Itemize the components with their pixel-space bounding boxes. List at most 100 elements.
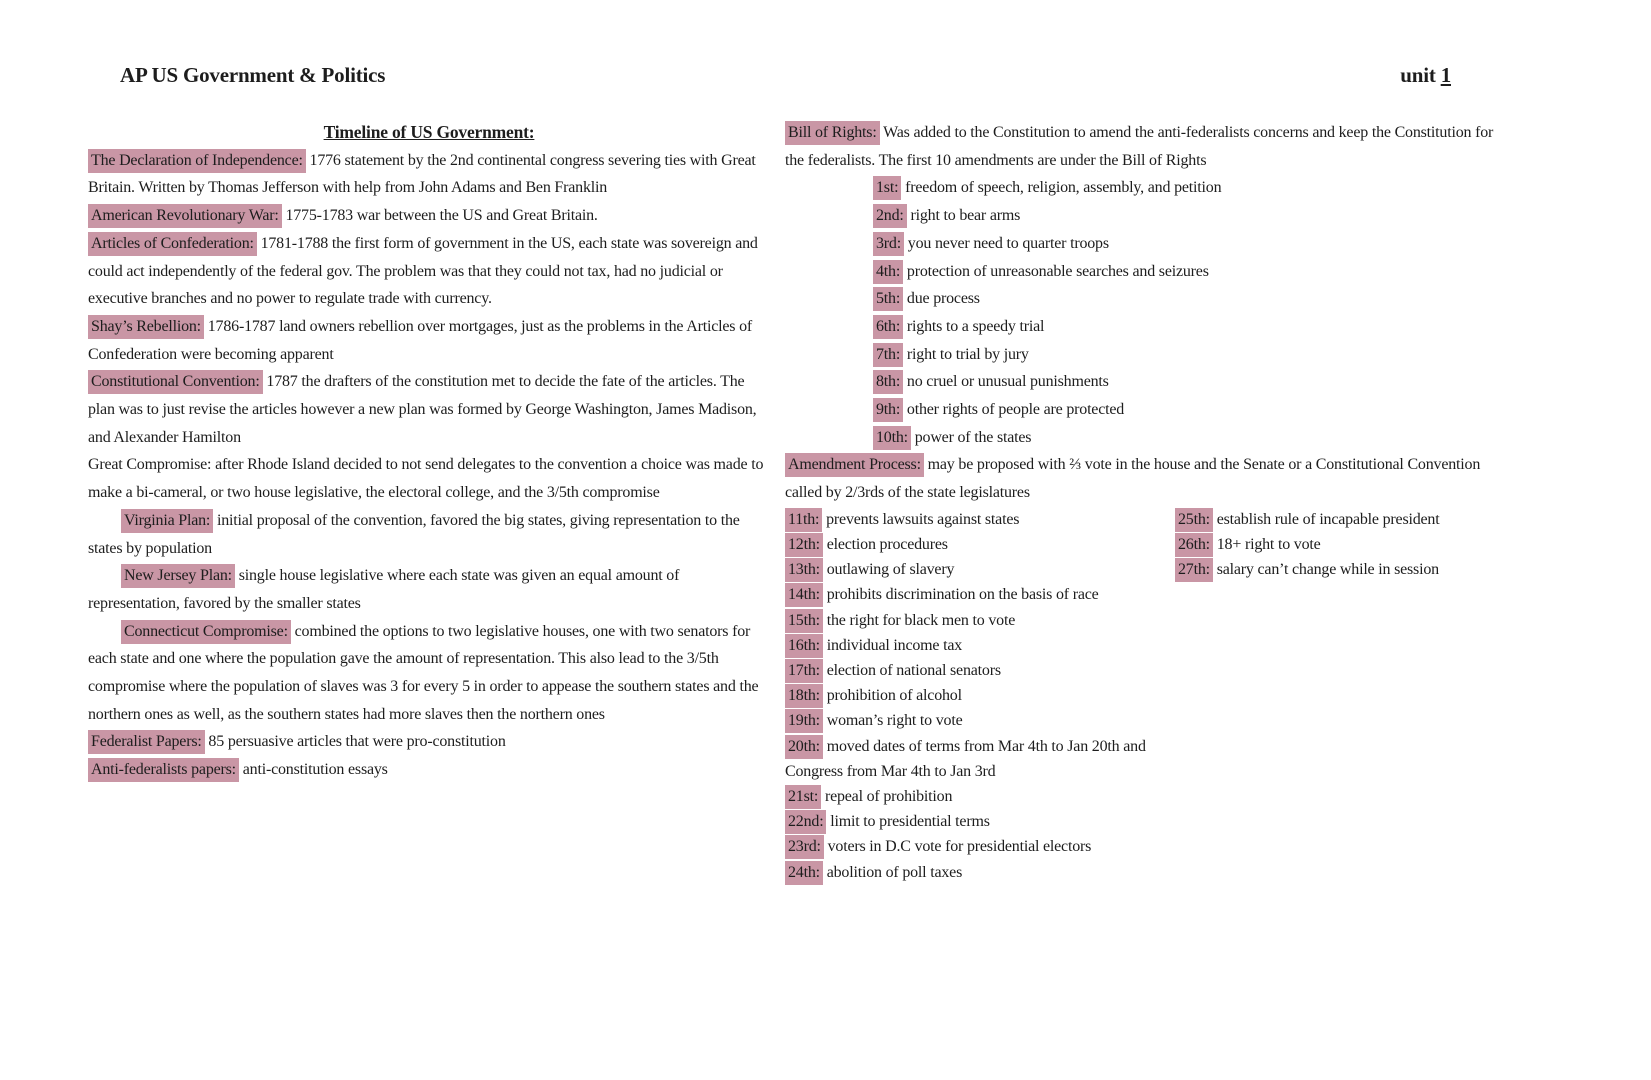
term-highlight: 1st: xyxy=(873,176,902,201)
entry-text: anti-constitution essays xyxy=(242,761,388,779)
bill-amendment-row: 4th: protection of unreasonable searches… xyxy=(785,258,1499,286)
bill-amendment-row: 2nd: right to bear arms xyxy=(785,202,1499,230)
entry-text: combined the options to two legislative … xyxy=(88,622,759,723)
term-highlight: Shay’s Rebellion: xyxy=(88,314,204,339)
amendment-row: 21st: repeal of prohibition xyxy=(785,784,1175,810)
entry-text: 1787 the drafters of the constitution me… xyxy=(88,373,757,446)
entry-text: voters in D.C vote for presidential elec… xyxy=(827,838,1092,856)
term-highlight: 2nd: xyxy=(873,204,907,229)
amendment-row: 11th: prevents lawsuits against states xyxy=(785,507,1175,532)
term-highlight: New Jersey Plan: xyxy=(121,564,235,589)
timeline-entry: Articles of Confederation: 1781-1788 the… xyxy=(88,230,770,313)
term-highlight: 23rd: xyxy=(785,835,824,860)
amendment-row: 14th: prohibits discrimination on the ba… xyxy=(785,582,1175,608)
timeline-entry: The Declaration of Independence: 1776 st… xyxy=(88,147,770,202)
amendment-row: 25th: establish rule of incapable presid… xyxy=(1175,507,1499,532)
entry-text: the right for black men to vote xyxy=(826,611,1016,629)
unit-prefix: unit xyxy=(1400,63,1436,87)
term-highlight: 18th: xyxy=(785,684,823,709)
term-highlight: 10th: xyxy=(873,425,911,450)
entry-text: prohibits discrimination on the basis of… xyxy=(826,586,1099,604)
timeline-entry: Great Compromise: after Rhode Island dec… xyxy=(88,451,770,506)
term-highlight: 8th: xyxy=(873,370,904,395)
entry-text: prohibition of alcohol xyxy=(826,687,962,705)
timeline-entry: American Revolutionary War: 1775-1783 wa… xyxy=(88,202,770,230)
timeline-entry: Anti-federalists papers: anti-constituti… xyxy=(88,756,770,784)
term-highlight: Connecticut Compromise: xyxy=(121,619,291,644)
amendment-row: 24th: abolition of poll taxes xyxy=(785,860,1175,885)
entry-text: individual income tax xyxy=(826,636,963,654)
later-amendments-grid: 11th: prevents lawsuits against states 1… xyxy=(785,507,1499,885)
term-highlight: 27th: xyxy=(1175,558,1213,583)
bill-amendment-row: 7th: right to trial by jury xyxy=(785,341,1499,369)
bill-amendment-row: 3rd: you never need to quarter troops xyxy=(785,230,1499,258)
term-highlight: 26th: xyxy=(1175,533,1213,558)
term-highlight: 9th: xyxy=(873,398,904,423)
term-highlight: Constitutional Convention: xyxy=(88,370,263,395)
term-highlight: American Revolutionary War: xyxy=(88,204,282,229)
entry-text: due process xyxy=(906,290,980,308)
term-highlight: 22nd: xyxy=(785,810,827,835)
bill-amendment-row: 10th: power of the states xyxy=(785,424,1499,452)
entry-text: limit to presidential terms xyxy=(830,813,990,831)
entry-text: 1786-1787 land owners rebellion over mor… xyxy=(88,317,753,363)
term-highlight: 6th: xyxy=(873,314,904,339)
entry-text: 18+ right to vote xyxy=(1216,536,1321,554)
entry-text: prevents lawsuits against states xyxy=(826,510,1020,528)
timeline-entry: Shay’s Rebellion: 1786-1787 land owners … xyxy=(88,313,770,368)
bill-amendment-row: 9th: other rights of people are protecte… xyxy=(785,396,1499,424)
term-highlight: 15th: xyxy=(785,608,823,633)
entry-text: you never need to quarter troops xyxy=(907,234,1109,252)
term-highlight: 24th: xyxy=(785,860,823,885)
term-highlight: Anti-federalists papers: xyxy=(88,758,239,783)
amendment-row: 27th: salary can’t change while in sessi… xyxy=(1175,557,1499,583)
entry-text: Was added to the Constitution to amend t… xyxy=(785,124,1494,169)
bill-amendment-row: 8th: no cruel or unusual punishments xyxy=(785,368,1499,396)
term-highlight: 25th: xyxy=(1175,507,1213,532)
bill-of-rights-list: 1st: freedom of speech, religion, assemb… xyxy=(785,174,1499,451)
bill-of-rights-intro: Bill of Rights: Was added to the Constit… xyxy=(785,119,1499,174)
amendment-row: 18th: prohibition of alcohol xyxy=(785,683,1175,709)
term-highlight: 12th: xyxy=(785,533,823,558)
term-highlight: 5th: xyxy=(873,287,904,312)
bill-amendment-row: 1st: freedom of speech, religion, assemb… xyxy=(785,174,1499,202)
term-highlight: 11th: xyxy=(785,507,823,532)
entry-text: salary can’t change while in session xyxy=(1216,561,1439,579)
entry-text: establish rule of incapable president xyxy=(1216,510,1440,528)
amendments-25-27-list: 25th: establish rule of incapable presid… xyxy=(1175,507,1499,583)
term-highlight: Great Compromise: xyxy=(88,456,212,474)
timeline-column: Timeline of US Government: The Declarati… xyxy=(88,119,770,784)
term-highlight: 19th: xyxy=(785,709,823,734)
term-highlight: 14th: xyxy=(785,583,823,608)
term-highlight: 16th: xyxy=(785,633,823,658)
entry-text: may be proposed with ⅔ vote in the house… xyxy=(785,456,1481,502)
amendment-row: 22nd: limit to presidential terms xyxy=(785,809,1175,835)
term-highlight: Articles of Confederation: xyxy=(88,231,257,256)
term-highlight: The Declaration of Independence: xyxy=(88,148,306,173)
term-highlight: Virginia Plan: xyxy=(121,508,214,533)
entry-text: 1776 statement by the 2nd continental co… xyxy=(88,151,756,197)
timeline-entry: Constitutional Convention: 1787 the draf… xyxy=(88,368,770,451)
entry-text: 1775-1783 war between the US and Great B… xyxy=(285,207,598,225)
timeline-entry: Connecticut Compromise: combined the opt… xyxy=(88,618,770,729)
term-highlight: 17th: xyxy=(785,659,823,684)
entry-text: freedom of speech, religion, assembly, a… xyxy=(905,179,1222,197)
amendment-row: 26th: 18+ right to vote xyxy=(1175,532,1499,558)
entry-text: abolition of poll taxes xyxy=(826,863,963,881)
entry-text: election procedures xyxy=(826,536,948,554)
term-highlight: Federalist Papers: xyxy=(88,730,205,755)
amendments-column: Bill of Rights: Was added to the Constit… xyxy=(785,119,1499,885)
entry-text: right to trial by jury xyxy=(906,345,1029,363)
term-highlight: 7th: xyxy=(873,342,904,367)
amendment-row: 13th: outlawing of slavery xyxy=(785,557,1175,583)
bill-amendment-row: 6th: rights to a speedy trial xyxy=(785,313,1499,341)
term-highlight: 13th: xyxy=(785,558,823,583)
amendment-row: 23rd: voters in D.C vote for presidentia… xyxy=(785,834,1175,860)
timeline-entry: Federalist Papers: 85 persuasive article… xyxy=(88,728,770,756)
bill-amendment-row: 5th: due process xyxy=(785,285,1499,313)
term-highlight: 20th: xyxy=(785,734,823,759)
amendment-row: 12th: election procedures xyxy=(785,532,1175,558)
entry-text: initial proposal of the convention, favo… xyxy=(88,511,740,557)
term-highlight: Amendment Process: xyxy=(785,453,924,478)
entry-text: right to bear arms xyxy=(910,207,1021,225)
